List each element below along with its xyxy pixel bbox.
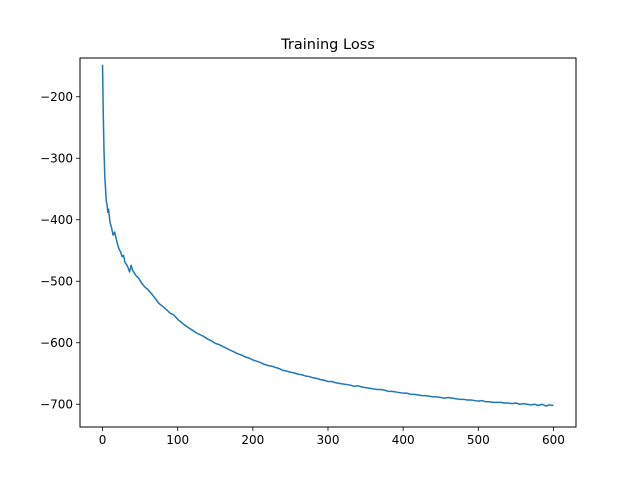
chart-title: Training Loss	[280, 37, 375, 53]
y-axis-ticks: −700 −600 −500 −400 −300 −200	[40, 90, 80, 412]
y-tick-label: −300	[40, 152, 73, 166]
y-tick-label: −400	[40, 213, 73, 227]
y-tick-label: −200	[40, 90, 73, 104]
series-layer	[101, 64, 554, 407]
y-tick-label: −600	[40, 336, 73, 350]
x-tick-label: 600	[542, 433, 565, 447]
y-tick-label: −500	[40, 275, 73, 289]
x-tick-label: 400	[392, 433, 415, 447]
plot-frame	[79, 57, 577, 428]
x-tick-label: 0	[99, 433, 107, 447]
x-tick-label: 500	[467, 433, 490, 447]
x-axis-ticks: 0 100 200 300 400 500 600	[99, 427, 565, 447]
x-tick-label: 300	[317, 433, 340, 447]
x-tick-label: 100	[166, 433, 189, 447]
x-tick-label: 200	[241, 433, 264, 447]
y-tick-label: −700	[40, 398, 73, 412]
series-line-0	[101, 64, 554, 407]
